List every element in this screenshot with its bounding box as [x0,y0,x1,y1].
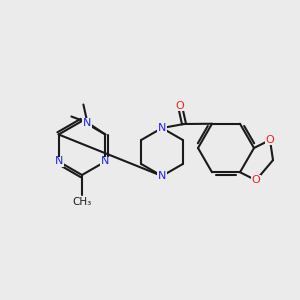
Bar [251,175,261,185]
Text: CH₃: CH₃ [72,197,92,207]
Text: N: N [158,123,166,133]
Text: N: N [101,157,110,166]
Text: N: N [54,157,63,166]
Text: N: N [83,118,92,128]
Text: O: O [176,101,184,111]
Text: O: O [252,175,260,185]
Bar [54,157,64,166]
Bar [265,135,275,145]
Bar [82,118,92,128]
Bar [100,157,110,166]
Bar [157,171,167,181]
Bar [157,123,167,133]
Text: O: O [266,135,274,145]
Text: N: N [158,171,166,181]
Bar [175,101,185,111]
